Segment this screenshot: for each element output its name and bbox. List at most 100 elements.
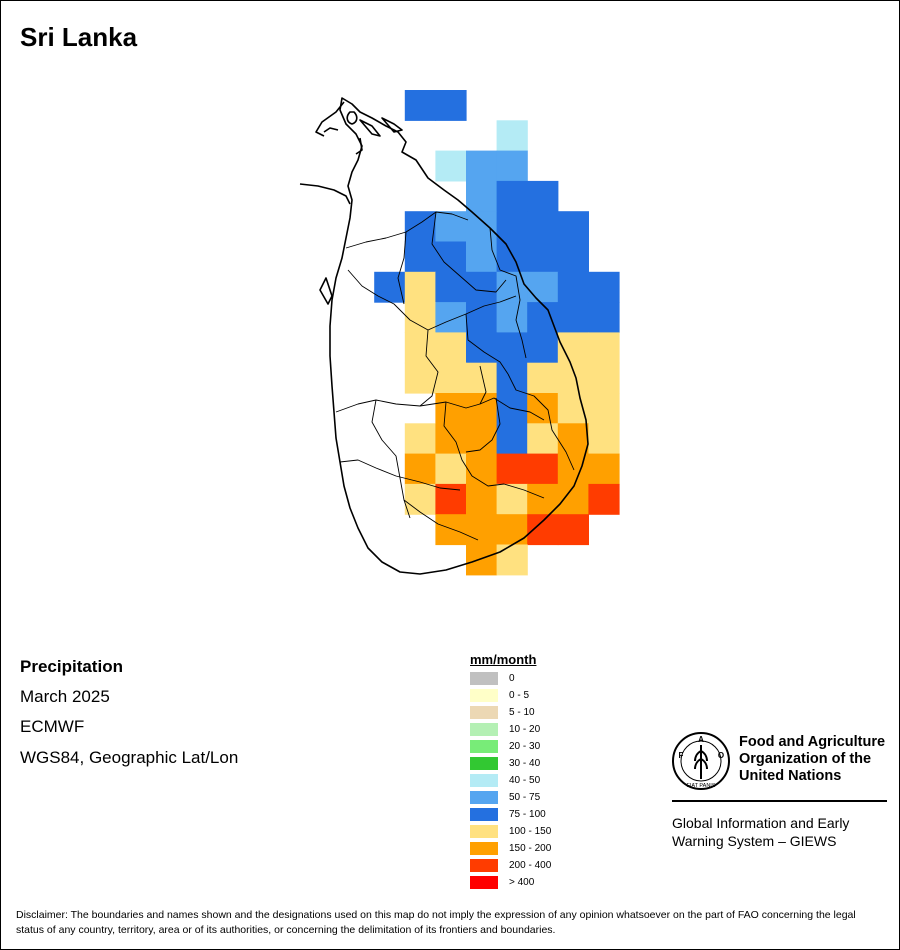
legend-label: 10 - 20 (509, 723, 541, 735)
legend-label: 100 - 150 (509, 825, 552, 837)
legend-item: 0 (470, 671, 515, 685)
grid-cell (435, 211, 467, 243)
variable-label: Precipitation (20, 657, 123, 676)
grid-cell (557, 423, 589, 455)
grid-cell (496, 120, 528, 152)
grid-cell (435, 483, 467, 515)
grid-cell (588, 332, 620, 364)
legend-item: 10 - 20 (470, 722, 540, 736)
grid-cell (588, 453, 620, 485)
grid-cell (435, 302, 467, 333)
legend-label: 50 - 75 (509, 791, 541, 803)
period-label: March 2025 (20, 687, 110, 706)
grid-cell (496, 483, 528, 515)
legend-swatch (470, 739, 498, 753)
grid-cell (466, 483, 498, 515)
legend-title: mm/month (470, 652, 537, 667)
grid-cell (496, 453, 528, 485)
grid-cell (557, 483, 589, 515)
grid-cell (588, 362, 620, 394)
grid-cell (374, 271, 406, 303)
grid-cell (435, 90, 467, 121)
legend-swatch (470, 722, 498, 736)
legend-item: 5 - 10 (470, 705, 535, 719)
grid-cell (557, 362, 589, 394)
legend-swatch (470, 756, 498, 770)
projection-label: WGS84, Geographic Lat/Lon (20, 748, 239, 767)
legend-item: 100 - 150 (470, 824, 551, 838)
grid-cell (527, 302, 559, 333)
grid-cell (466, 150, 498, 182)
legend-label: 75 - 100 (509, 808, 546, 820)
country-boundary (299, 97, 589, 575)
precipitation-grid (374, 90, 620, 576)
legend-item: 75 - 100 (470, 807, 546, 821)
grid-cell (557, 211, 589, 243)
fao-logo-icon: F A O FIAT PANIS (672, 732, 730, 790)
legend-label: 20 - 30 (509, 740, 541, 752)
grid-cell (527, 483, 559, 515)
grid-cell (404, 302, 436, 333)
legend-label: 0 - 5 (509, 689, 530, 701)
grid-cell (496, 423, 528, 455)
legend-label: 200 - 400 (509, 859, 552, 871)
grid-cell (527, 332, 559, 364)
grid-cell (466, 514, 498, 546)
grid-cell (404, 271, 436, 303)
grid-cell (496, 180, 528, 212)
legend-swatch (470, 875, 498, 889)
legend-label: 150 - 200 (509, 842, 552, 854)
precipitation-map (299, 90, 620, 576)
grid-cell (466, 332, 498, 364)
svg-text:O: O (718, 751, 724, 760)
grid-cell (588, 271, 620, 303)
grid-cell (435, 453, 467, 485)
grid-cell (496, 150, 528, 182)
grid-cell (557, 302, 589, 333)
legend-item: > 400 (470, 875, 534, 889)
grid-cell (527, 180, 559, 212)
grid-cell (557, 241, 589, 273)
grid-cell (496, 271, 528, 303)
grid-cell (435, 393, 467, 424)
grid-cell (527, 211, 559, 243)
grid-cell (496, 211, 528, 243)
legend-swatch (470, 688, 498, 702)
district-boundaries (335, 211, 575, 541)
grid-cell (557, 271, 589, 303)
grid-cell (496, 332, 528, 364)
grid-cell (466, 271, 498, 303)
disclaimer-text: Disclaimer: The boundaries and names sho… (16, 909, 856, 936)
fao-organization-name: Food and Agriculture Organization of the… (739, 734, 886, 784)
legend-swatch (470, 790, 498, 804)
grid-cell (527, 393, 559, 424)
grid-cell (466, 453, 498, 485)
legend-item: 50 - 75 (470, 790, 540, 804)
svg-text:F: F (679, 751, 684, 760)
grid-cell (435, 362, 467, 394)
legend-label: 0 (509, 672, 515, 684)
grid-cell (404, 332, 436, 364)
legend-swatch (470, 841, 498, 855)
legend-label: 30 - 40 (509, 757, 541, 769)
grid-cell (466, 362, 498, 394)
grid-cell (435, 150, 467, 182)
grid-cell (404, 423, 436, 455)
legend-item: 0 - 5 (470, 688, 529, 702)
grid-cell (466, 211, 498, 243)
grid-cell (527, 453, 559, 485)
grid-cell (557, 514, 589, 546)
legend-swatch (470, 824, 498, 838)
svg-text:A: A (698, 735, 704, 744)
grid-cell (496, 302, 528, 333)
grid-cell (466, 180, 498, 212)
model-label: ECMWF (20, 717, 85, 736)
grid-cell (527, 362, 559, 394)
grid-cell (404, 241, 436, 273)
grid-cell (496, 544, 528, 576)
grid-cell (466, 393, 498, 424)
grid-cell (496, 362, 528, 394)
grid-cell (496, 241, 528, 273)
legend-item: 40 - 50 (470, 773, 540, 787)
grid-cell (527, 423, 559, 455)
